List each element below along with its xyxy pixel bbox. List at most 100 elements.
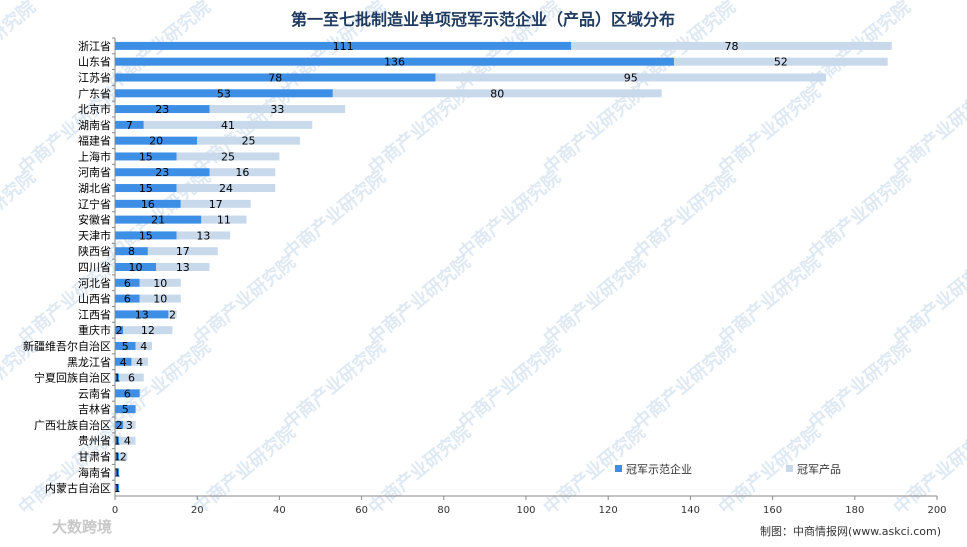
category-label: 黑龙江省 [67,356,111,369]
x-tick-label: 20 [191,505,204,516]
bar-product [119,452,128,461]
data-label-product: 80 [490,87,504,100]
data-label-product: 3 [126,419,133,432]
category-label: 湖北省 [78,182,111,195]
legend-swatch [786,465,793,472]
bar-product [143,120,313,129]
watermark-text: 中商产业研究院 [0,166,40,264]
watermark-text: 中商产业研究院 [279,166,390,264]
bar-enterprise [115,89,333,98]
data-label-enterprise: 6 [124,293,131,306]
data-label-product: 16 [235,166,249,179]
x-tick-label: 160 [763,505,782,516]
watermark-text: 中商产业研究院 [364,421,475,519]
bar-product [156,263,210,271]
data-label-product: 10 [153,277,167,290]
bar-product [131,357,148,366]
bar-product [176,231,231,240]
watermark-text: 中商产业研究院 [454,166,565,264]
bar-enterprise [115,57,674,66]
bar-product [135,341,152,350]
data-label-product: 10 [153,293,167,306]
data-label-enterprise: 16 [141,198,155,211]
data-label-product: 6 [128,372,135,385]
legend: 冠军示范企业 冠军产品 [615,462,841,476]
watermark-text: 中商产业研究院 [629,166,740,264]
data-label-enterprise: 136 [384,56,405,69]
category-label: 四川省 [78,261,111,274]
bar-enterprise [115,136,198,145]
bar-enterprise [115,73,436,82]
category-label: 广西壮族自治区 [34,418,111,432]
bar-enterprise [115,341,136,350]
x-tick-label: 180 [845,505,864,516]
bar-enterprise [115,436,120,445]
category-label: 上海市 [78,149,111,163]
data-label-product: 17 [176,245,190,258]
bottom-logo: 大数跨境 [52,518,112,536]
watermark-text: 中商产业研究院 [889,251,967,349]
watermark-text: 中商产业研究院 [804,336,915,434]
bar-product [673,57,888,66]
bar-enterprise [115,184,177,193]
watermark-text: 中商产业研究院 [364,251,475,349]
category-label: 湖南省 [78,119,111,132]
bar-product [123,420,136,429]
data-label-enterprise: 78 [268,71,282,84]
data-label-enterprise: 6 [124,387,131,400]
bar-enterprise [115,168,210,177]
bar-product [176,152,280,161]
data-label-product: 95 [624,71,638,84]
bar-enterprise [115,215,202,224]
category-label: 江苏省 [78,71,111,84]
bar-enterprise [115,405,136,414]
data-label-enterprise: 15 [139,229,153,242]
bar-enterprise [115,326,124,335]
data-label-enterprise: 1 [114,482,121,495]
category-label: 广东省 [78,87,111,100]
bar-enterprise [115,199,181,208]
data-label-product: 4 [124,435,131,448]
data-label-enterprise: 8 [128,245,135,258]
data-label-enterprise: 10 [129,261,143,274]
category-label: 福建省 [78,134,111,148]
bar-product [147,247,218,256]
data-label-product: 25 [221,150,235,163]
x-tick-label: 100 [516,505,535,516]
watermark-text: 中商产业研究院 [804,166,915,264]
data-label-enterprise: 2 [116,419,123,432]
watermark-text: 中商产业研究院 [0,0,40,94]
category-label: 海南省 [78,465,111,479]
category-label: 河南省 [78,166,111,179]
bar-product [176,184,276,193]
data-label-product: 2 [169,308,176,321]
data-label-enterprise: 1 [114,372,121,385]
bar-enterprise [115,310,169,319]
category-label: 云南省 [78,387,111,400]
category-label: 重庆市 [78,323,111,337]
bar-product [571,41,892,50]
bar-product [119,373,144,382]
data-label-enterprise: 1 [114,435,121,448]
data-label-product: 17 [209,198,223,211]
category-label: 贵州省 [78,435,111,448]
category-label: 辽宁省 [78,197,111,211]
data-label-enterprise: 7 [126,119,133,132]
category-label: 浙江省 [78,40,111,53]
watermark-text: 中商产业研究院 [279,336,390,434]
watermark-text: 中商产业研究院 [714,251,825,349]
bar-enterprise [115,389,140,398]
bottom-logo-text: 大数跨境 [52,518,112,536]
data-label-enterprise: 1 [114,451,121,464]
watermark-text: 中商产业研究院 [714,81,825,179]
bar-product [197,136,300,145]
data-label-enterprise: 2 [116,324,123,337]
watermark-text: 中商产业研究院 [629,336,740,434]
bar-enterprise [115,357,132,366]
bar-product [201,215,247,224]
watermark-text: 中商产业研究院 [454,336,565,434]
data-label-product: 41 [221,119,235,132]
x-tick-label: 200 [927,505,946,516]
bar-enterprise [115,105,210,114]
